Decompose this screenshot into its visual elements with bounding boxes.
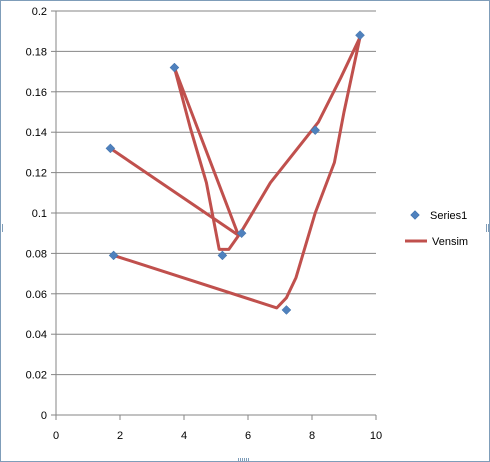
series-line-Vensim xyxy=(108,35,362,310)
data-point-Series1-3 xyxy=(236,228,247,239)
data-point-Series1-6 xyxy=(310,125,321,136)
x-tick-label-0: 0 xyxy=(53,430,59,442)
axes xyxy=(51,10,377,420)
y-tick-label-0.16: 0.16 xyxy=(26,87,47,99)
y-tick-label-0.12: 0.12 xyxy=(26,168,47,180)
gridlines xyxy=(56,10,376,376)
resize-handle-left[interactable] xyxy=(0,224,3,232)
y-tick-label-0.2: 0.2 xyxy=(32,6,47,18)
legend: Series1 Vensim xyxy=(405,210,468,248)
x-tick-label-2: 2 xyxy=(117,430,123,442)
y-tick-labels: 0 0.02 0.04 0.06 0.08 0.1 0.12 0.14 0.16 0.18 0.2 xyxy=(26,6,47,422)
resize-handle-bottom[interactable] xyxy=(238,458,250,461)
data-point-Series1-0 xyxy=(105,143,116,154)
y-tick-label-0.14: 0.14 xyxy=(26,127,47,139)
x-tick-label-10: 10 xyxy=(370,430,382,442)
data-point-Series1-7 xyxy=(355,30,365,41)
legend-marker-Series1 xyxy=(410,210,420,220)
y-tick-label-0.18: 0.18 xyxy=(26,46,47,58)
y-tick-label-0: 0 xyxy=(41,410,47,422)
data-point-Series1-2 xyxy=(217,250,228,261)
legend-label-Series1: Series1 xyxy=(430,210,467,222)
data-point-Series1-5 xyxy=(281,305,292,315)
y-tick-label-0.02: 0.02 xyxy=(26,370,47,382)
plot-series xyxy=(105,30,365,315)
y-tick-label-0.08: 0.08 xyxy=(26,248,47,260)
legend-label-Vensim: Vensim xyxy=(432,236,468,248)
y-tick-label-0.1: 0.1 xyxy=(32,208,47,220)
x-tick-label-4: 4 xyxy=(181,430,187,442)
resize-handle-right[interactable] xyxy=(486,224,489,232)
x-tick-label-6: 6 xyxy=(245,430,251,442)
data-point-Series1-1 xyxy=(169,62,180,73)
y-tick-label-0.06: 0.06 xyxy=(26,289,47,301)
data-point-Series1-4 xyxy=(108,250,119,261)
y-tick-label-0.04: 0.04 xyxy=(26,329,47,341)
x-tick-labels: 0 2 4 6 8 10 xyxy=(53,430,382,442)
x-tick-label-8: 8 xyxy=(309,430,315,442)
